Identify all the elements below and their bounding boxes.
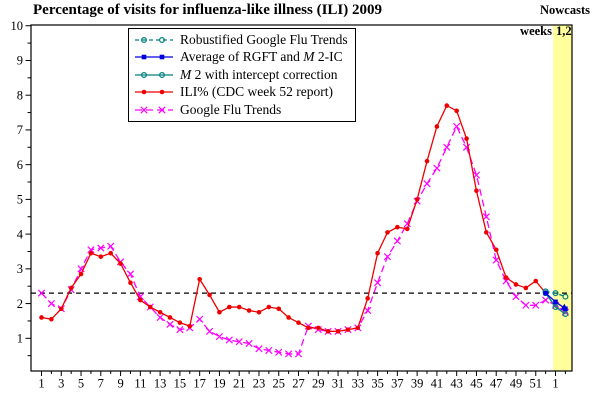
x-tick-label: 41	[431, 377, 444, 391]
series-gft	[37, 122, 570, 358]
legend-item: ILI% (CDC week 52 report)	[133, 84, 348, 102]
y-tick-label: 6	[17, 158, 23, 172]
nowcasts-weeks-label: weeks	[520, 24, 552, 38]
x-tick-label: 9	[117, 377, 123, 391]
series-ili	[39, 103, 548, 334]
x-tick-label: 11	[134, 377, 146, 391]
plot-frame	[30, 24, 573, 372]
legend-item: Google Flu Trends	[133, 101, 348, 119]
x-tick-label: 25	[272, 377, 285, 391]
nowcast-band	[553, 25, 572, 371]
y-tick-label: 5	[17, 193, 23, 207]
legend-item: M 2 with intercept correction	[133, 66, 348, 84]
legend-item: Average of RGFT and M 2-IC	[133, 49, 348, 67]
legend-line-sample	[135, 89, 173, 95]
legend-item: Robustified Google Flu Trends	[133, 31, 348, 49]
legend-line-sample	[135, 54, 173, 60]
x-tick-label: 43	[450, 377, 463, 391]
x-tick-label: 49	[510, 377, 523, 391]
x-tick-label: 21	[233, 377, 246, 391]
forecast-arrow	[560, 303, 568, 311]
x-tick-label: 1	[38, 377, 44, 391]
x-tick-label: 51	[530, 377, 543, 391]
nowcasts-label: Nowcasts	[540, 3, 590, 17]
x-tick-label: 45	[470, 377, 483, 391]
y-tick-label: 8	[17, 88, 23, 102]
chart-title: Percentage of visits for influenza-like …	[33, 2, 382, 18]
y-tick-label: 9	[17, 54, 23, 68]
x-tick-label: 29	[312, 377, 325, 391]
legend-label: Average of RGFT and M 2-IC	[180, 49, 343, 65]
x-tick-label: 47	[490, 377, 503, 391]
series-m2ic	[542, 290, 569, 317]
x-tick-label: 1	[552, 377, 558, 391]
x-tick-label: 5	[78, 377, 84, 391]
y-tick-label: 3	[17, 262, 23, 276]
x-tick-label: 7	[98, 377, 104, 391]
x-tick-label: 35	[371, 377, 384, 391]
y-tick-label: 7	[17, 123, 23, 137]
axis-ticks: 1 3 5 7 9 11 13 15 17 19 21 23 25 27 29 31 33 35 37 39 41 43 4…	[11, 19, 566, 391]
y-tick-label: 4	[17, 227, 24, 241]
legend-label: M 2 with intercept correction	[180, 66, 338, 82]
x-tick-label: 17	[193, 377, 206, 391]
x-tick-label: 13	[154, 377, 167, 391]
legend-line-sample	[135, 36, 173, 43]
x-tick-label: 3	[58, 377, 64, 391]
legend-line-sample	[135, 71, 173, 78]
x-tick-label: 23	[253, 377, 266, 391]
legend-label: Google Flu Trends	[180, 101, 282, 117]
x-tick-label: 15	[174, 377, 187, 391]
x-tick-label: 37	[391, 377, 404, 391]
y-tick-label: 1	[17, 332, 23, 346]
x-tick-label: 19	[213, 377, 226, 391]
x-tick-label: 27	[292, 377, 305, 391]
y-tick-label: 2	[17, 297, 23, 311]
legend-line-sample	[135, 106, 173, 114]
x-tick-label: 31	[332, 377, 345, 391]
x-tick-label: 33	[352, 377, 365, 391]
series-avg	[543, 290, 568, 312]
legend-label: ILI% (CDC week 52 report)	[180, 84, 333, 100]
y-tick-label: 10	[11, 19, 24, 33]
legend: Robustified Google Flu Trends Average of …	[128, 28, 356, 122]
legend-label: Robustified Google Flu Trends	[180, 31, 348, 47]
x-tick-label: 39	[411, 377, 424, 391]
nowcasts-weeks-range: 1,2	[556, 24, 572, 38]
